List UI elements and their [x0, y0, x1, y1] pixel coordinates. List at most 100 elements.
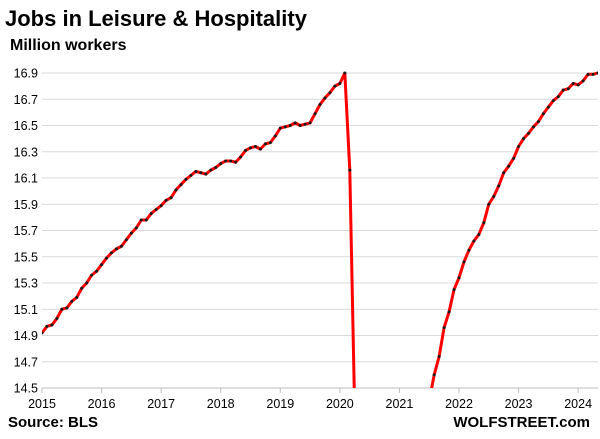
data-point [576, 83, 580, 87]
x-tick-label: 2018 [207, 397, 235, 411]
data-point [239, 155, 243, 159]
data-point [502, 171, 506, 175]
data-point [249, 146, 252, 150]
x-axis-ticks: 2015 2016 2017 2018 2019 2020 2021 2022 2023 2024 [28, 388, 592, 411]
source-label: Source: BLS [8, 414, 99, 431]
data-point [586, 72, 590, 76]
data-point [80, 286, 84, 290]
y-tick-label: 16.3 [14, 145, 38, 159]
data-point [258, 147, 262, 151]
data-point [75, 295, 79, 299]
data-point [482, 221, 486, 225]
data-point [556, 95, 560, 99]
series-line-1 [42, 71, 356, 388]
data-point [234, 160, 238, 164]
y-tick-label: 16.5 [14, 119, 38, 133]
data-point [348, 168, 352, 172]
data-point [338, 82, 342, 85]
data-point [517, 145, 521, 148]
data-point [189, 173, 193, 177]
chart-subtitle: Million workers [10, 37, 127, 54]
y-tick-label: 16.7 [14, 93, 38, 107]
data-point [333, 84, 337, 88]
data-point [268, 141, 272, 145]
data-point [507, 164, 511, 168]
y-tick-label: 15.7 [14, 224, 38, 238]
y-tick-label: 14.7 [14, 355, 38, 369]
data-point [318, 103, 322, 106]
y-tick-label: 16.9 [14, 67, 38, 81]
data-point [497, 184, 501, 188]
data-point [159, 204, 163, 208]
y-tick-label: 14.9 [14, 329, 38, 343]
data-point [214, 166, 218, 169]
data-point [541, 112, 545, 116]
data-point [55, 316, 59, 320]
data-point [149, 211, 153, 215]
data-point [45, 324, 49, 328]
chart-title: Jobs in Leisure & Hospitality [5, 6, 307, 31]
data-point [224, 159, 228, 163]
data-point [551, 99, 555, 103]
data-point [164, 198, 168, 202]
data-point [437, 355, 441, 358]
y-tick-label: 15.3 [14, 277, 38, 291]
data-point [457, 276, 461, 280]
y-tick-label: 15.5 [14, 250, 38, 264]
x-tick-label: 2017 [147, 397, 175, 411]
data-point [154, 208, 158, 211]
data-point [492, 194, 496, 198]
series-line-2 [430, 71, 598, 388]
data-point [591, 72, 595, 76]
data-point [194, 169, 198, 173]
data-point [60, 307, 64, 311]
data-point [119, 244, 123, 248]
y-tick-label: 16.1 [14, 172, 38, 186]
data-point [229, 159, 233, 163]
data-point [571, 82, 575, 85]
data-point [85, 281, 89, 285]
x-tick-label: 2015 [28, 397, 56, 411]
x-tick-label: 2016 [88, 397, 116, 411]
data-point [293, 121, 297, 125]
data-point [179, 183, 183, 187]
y-tick-label: 15.9 [14, 198, 38, 212]
data-point [527, 131, 530, 135]
data-point [596, 71, 598, 75]
data-point [114, 247, 118, 251]
data-point [353, 413, 356, 416]
data-point [581, 79, 585, 83]
data-point [288, 124, 292, 127]
data-point [110, 251, 113, 255]
data-point [477, 232, 481, 236]
data-point [561, 88, 565, 92]
data-point [50, 323, 54, 327]
data-point [566, 87, 570, 91]
data-point [303, 122, 307, 126]
gridlines [42, 72, 598, 389]
data-point [273, 134, 277, 138]
data-point [512, 156, 516, 160]
data-point [139, 218, 143, 222]
data-point [328, 91, 332, 95]
data-point [100, 263, 104, 267]
data-point [298, 124, 302, 127]
series-lines [42, 71, 598, 388]
data-point [204, 172, 208, 176]
data-point [536, 120, 540, 124]
series-markers [42, 71, 598, 416]
y-tick-label: 15.1 [14, 303, 38, 317]
data-point [283, 125, 287, 129]
x-tick-label: 2021 [386, 397, 414, 411]
x-tick-label: 2024 [564, 397, 592, 411]
data-point [522, 137, 526, 141]
data-point [134, 226, 138, 230]
data-point [531, 125, 535, 129]
y-tick-label: 14.5 [14, 382, 38, 396]
data-point [432, 373, 436, 377]
data-point [323, 96, 327, 100]
data-point [467, 248, 471, 252]
x-tick-label: 2022 [445, 397, 473, 411]
data-point [263, 142, 267, 146]
